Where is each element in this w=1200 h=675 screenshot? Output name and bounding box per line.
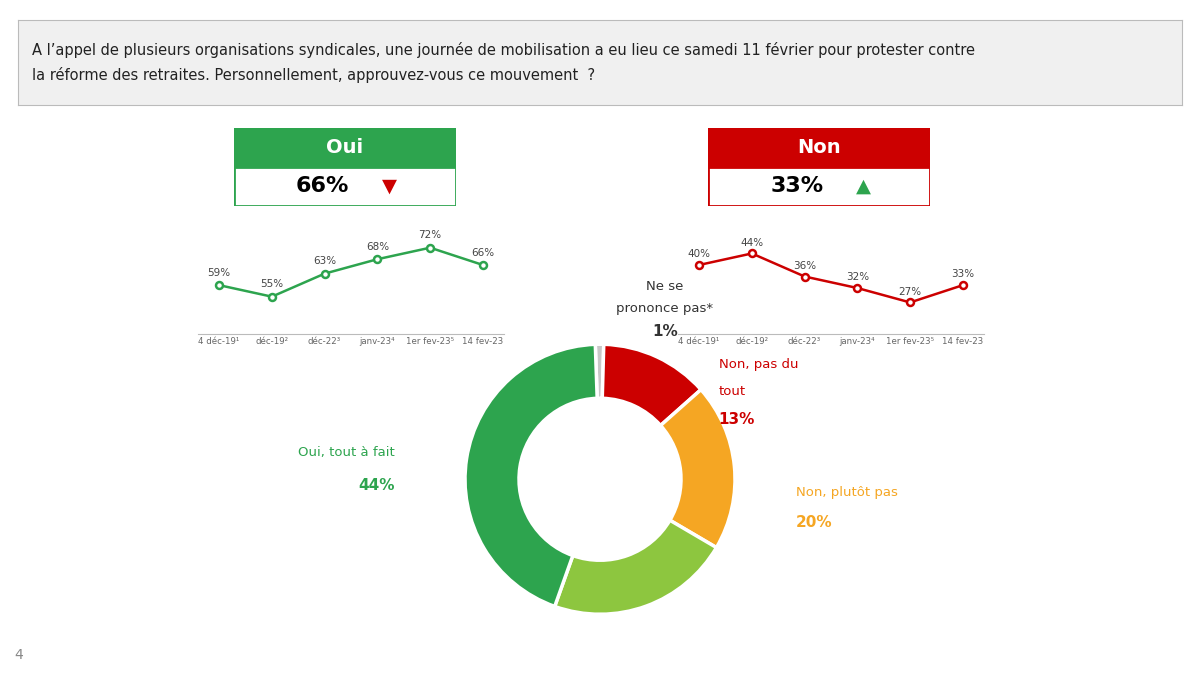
Text: 44%: 44% <box>359 479 395 493</box>
Text: 36%: 36% <box>793 261 816 271</box>
Text: 20%: 20% <box>796 515 833 530</box>
Text: 27%: 27% <box>899 287 922 297</box>
Text: 68%: 68% <box>366 242 389 252</box>
Text: Oui, tout à fait: Oui, tout à fait <box>298 446 395 459</box>
Text: 33%: 33% <box>952 269 974 279</box>
Wedge shape <box>595 344 604 398</box>
Text: 66%: 66% <box>472 248 494 258</box>
Bar <box>234 167 456 206</box>
Text: 33%: 33% <box>770 176 823 196</box>
Text: 44%: 44% <box>740 238 763 248</box>
Bar <box>708 128 930 167</box>
Wedge shape <box>466 344 598 606</box>
Text: ▲: ▲ <box>856 177 871 196</box>
Text: 4: 4 <box>14 648 23 662</box>
Text: Ne se: Ne se <box>646 280 684 293</box>
Text: 1%: 1% <box>652 324 678 339</box>
Text: 72%: 72% <box>419 230 442 240</box>
Text: prononce pas*: prononce pas* <box>617 302 713 315</box>
Text: 59%: 59% <box>208 268 230 278</box>
Wedge shape <box>660 389 734 547</box>
Text: 40%: 40% <box>688 249 710 259</box>
Text: A l’appel de plusieurs organisations syndicales, une journée de mobilisation a e: A l’appel de plusieurs organisations syn… <box>32 43 974 82</box>
Wedge shape <box>602 344 701 425</box>
Text: Non, pas du: Non, pas du <box>719 358 798 371</box>
Text: 66%: 66% <box>296 176 349 196</box>
Wedge shape <box>554 520 716 614</box>
Text: 63%: 63% <box>313 256 336 267</box>
Text: Oui: Oui <box>326 138 364 157</box>
Text: 55%: 55% <box>260 279 283 290</box>
Text: tout: tout <box>719 385 746 398</box>
Text: Non: Non <box>797 138 841 157</box>
Text: ▼: ▼ <box>382 177 397 196</box>
Text: 13%: 13% <box>719 412 755 427</box>
Bar <box>234 128 456 167</box>
Bar <box>708 167 930 206</box>
Text: 32%: 32% <box>846 272 869 282</box>
Text: Non, plutôt pas: Non, plutôt pas <box>796 486 898 500</box>
